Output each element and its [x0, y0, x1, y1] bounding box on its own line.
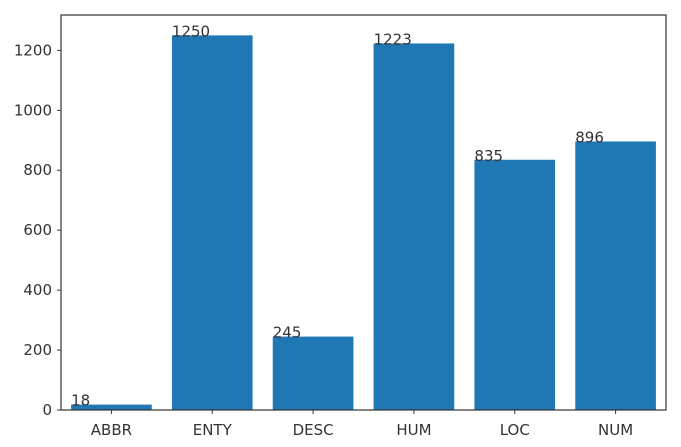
x-tick-label-hum: HUM — [396, 421, 431, 439]
y-tick-label-200: 200 — [23, 341, 52, 359]
x-tick-label-abbr: ABBR — [91, 421, 132, 439]
data-label-num: 896 — [575, 128, 604, 146]
bar-abbr — [71, 404, 152, 410]
bar-loc — [474, 159, 556, 410]
plot-frame — [60, 14, 667, 411]
x-tick-label-loc: LOC — [500, 421, 530, 439]
x-tick-label-num: NUM — [598, 421, 633, 439]
bars-layer — [71, 35, 656, 411]
bar-enty — [171, 35, 253, 410]
y-tick-label-1200: 1200 — [14, 41, 52, 59]
data-label-hum: 1223 — [374, 30, 412, 48]
y-tick-label-1000: 1000 — [14, 101, 52, 119]
data-label-desc: 245 — [273, 324, 302, 342]
y-axis: 0 200 400 600 800 1000 1200 — [14, 41, 61, 419]
y-tick-label-400: 400 — [23, 281, 52, 299]
bar-desc — [272, 336, 354, 410]
y-tick-label-800: 800 — [23, 161, 52, 179]
data-label-abbr: 18 — [71, 392, 90, 410]
bar-num — [575, 141, 656, 410]
data-label-loc: 835 — [474, 147, 503, 165]
x-tick-label-enty: ENTY — [193, 421, 233, 439]
bar-hum — [373, 43, 455, 411]
data-label-enty: 1250 — [172, 22, 210, 40]
x-tick-label-desc: DESC — [293, 421, 334, 439]
data-labels-layer: 18 1250 245 1223 835 896 — [71, 22, 604, 409]
y-tick-label-600: 600 — [23, 221, 52, 239]
y-tick-label-0: 0 — [42, 401, 52, 419]
x-axis: ABBR ENTY DESC HUM LOC NUM — [91, 410, 633, 439]
